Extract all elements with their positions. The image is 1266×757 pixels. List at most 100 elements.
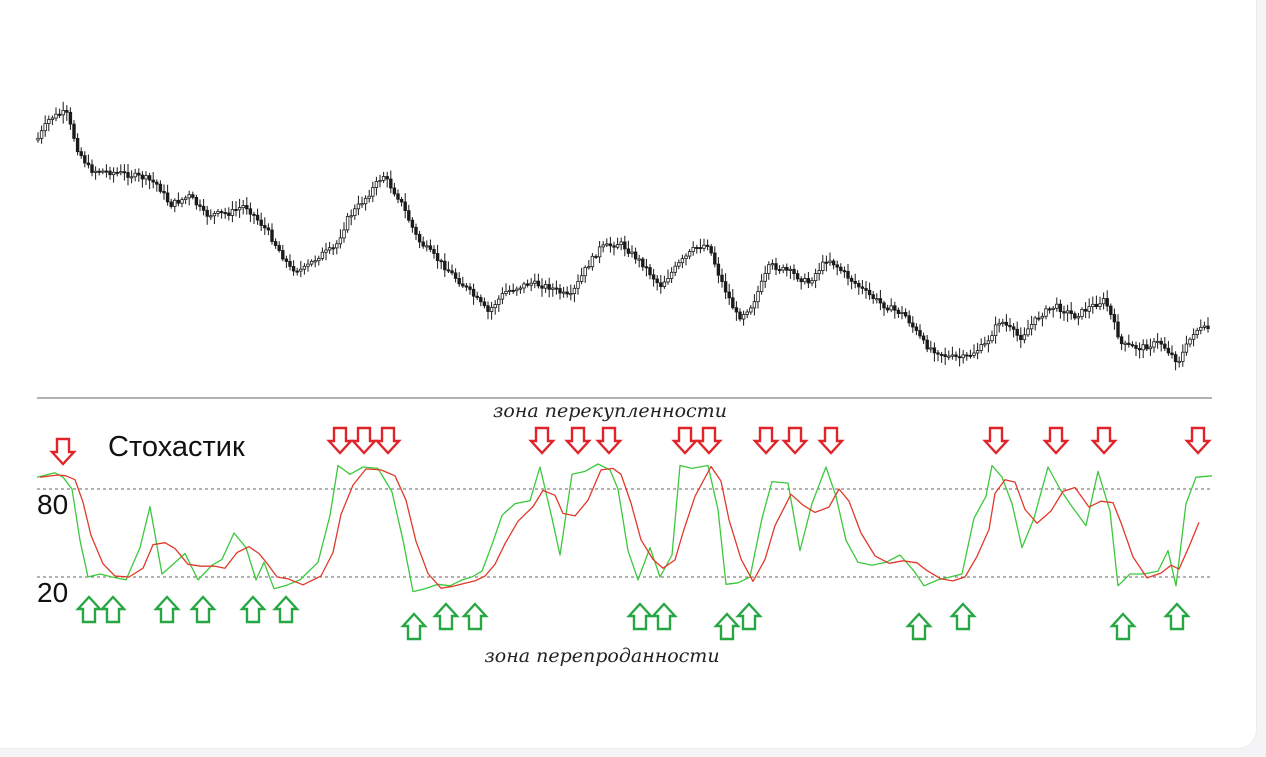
price-candle — [93, 166, 98, 180]
price-candle — [187, 190, 191, 206]
price-candle — [669, 267, 674, 283]
price-candle — [644, 258, 649, 277]
price-candle — [1022, 327, 1027, 344]
price-candle — [223, 207, 227, 219]
price-candle — [414, 223, 418, 241]
price-candle — [381, 171, 386, 184]
price-candle — [281, 244, 285, 262]
price-candle — [770, 259, 775, 270]
sell-arrow-icon — [1184, 426, 1212, 455]
price-candle — [345, 213, 350, 233]
price-candle — [1134, 341, 1138, 356]
price-candle — [97, 168, 101, 176]
price-candle — [1155, 333, 1160, 349]
price-candle — [615, 237, 620, 250]
price-candle — [313, 255, 317, 268]
price-candle — [846, 264, 850, 286]
price-candle — [237, 198, 242, 218]
price-candle — [536, 273, 541, 289]
price-candle — [756, 285, 760, 309]
price-candle — [867, 282, 872, 300]
price-candle — [331, 244, 335, 255]
price-candle — [745, 309, 749, 318]
sell-arrow-icon — [595, 426, 623, 455]
price-candle — [918, 324, 922, 339]
price-candle — [720, 268, 724, 288]
buy-arrow-icon — [272, 595, 300, 624]
price-candle — [828, 252, 832, 266]
price-candle — [410, 217, 415, 233]
price-candle — [1029, 315, 1034, 336]
price-candle — [227, 207, 231, 221]
price-candle — [1083, 302, 1088, 319]
price-candle — [349, 209, 353, 226]
price-candle — [101, 168, 105, 175]
price-candle — [83, 151, 87, 168]
price-candle — [547, 277, 551, 298]
price-candle — [1055, 297, 1059, 312]
price-candle — [947, 350, 951, 361]
price-candle — [489, 301, 494, 320]
price-candle — [1188, 337, 1192, 348]
price-candle — [687, 249, 692, 260]
price-candle — [1152, 338, 1156, 353]
price-candle — [1191, 328, 1196, 347]
price-candle — [407, 204, 411, 223]
sell-arrow-icon — [817, 426, 845, 455]
price-candle — [1051, 306, 1055, 318]
price-candle — [1091, 296, 1095, 314]
price-candle — [500, 287, 505, 305]
price-candle — [1058, 299, 1063, 319]
price-candle — [1116, 314, 1120, 340]
price-candle — [241, 200, 245, 215]
price-candle — [648, 264, 652, 280]
price-candles — [36, 101, 1210, 371]
price-candle — [75, 133, 80, 156]
signal-arrows — [49, 426, 1212, 641]
price-candle — [378, 174, 382, 188]
price-candle — [147, 173, 152, 190]
stochastic-d-line — [39, 465, 1200, 589]
price-candle — [957, 348, 962, 367]
price-candle — [183, 195, 188, 205]
price-candle — [104, 164, 109, 178]
price-candle — [749, 305, 753, 315]
price-candle — [140, 171, 145, 188]
price-candle — [385, 171, 389, 188]
price-candle — [594, 254, 598, 259]
price-candle — [522, 281, 526, 294]
price-candle — [173, 198, 177, 213]
buy-arrow-icon — [153, 595, 181, 624]
oscillator-title: Стохастик — [108, 431, 245, 463]
price-candle — [677, 259, 681, 270]
price-candle — [342, 222, 346, 243]
price-candle — [698, 238, 703, 254]
price-candle — [191, 191, 195, 200]
price-candle — [993, 316, 998, 344]
price-candle — [1181, 344, 1185, 367]
price-candle — [857, 280, 861, 295]
price-candle — [252, 211, 256, 224]
price-candle — [612, 241, 616, 256]
sell-arrow-icon — [752, 426, 780, 455]
level-80-label: 80 — [37, 489, 68, 520]
price-candle — [979, 338, 983, 354]
price-candle — [1177, 356, 1181, 368]
price-candle — [633, 247, 638, 264]
price-candle — [245, 197, 249, 215]
price-candle — [129, 170, 134, 184]
price-candle — [209, 209, 213, 221]
price-candle — [882, 300, 886, 316]
price-candle — [1073, 311, 1077, 321]
price-candle — [932, 342, 937, 362]
price-candle — [929, 340, 933, 353]
buy-arrow-icon — [432, 602, 460, 631]
price-candle — [785, 263, 789, 277]
buy-arrow-icon — [461, 602, 489, 631]
price-candle — [763, 265, 767, 288]
price-candle — [533, 273, 537, 289]
price-candle — [320, 247, 325, 261]
price-candle — [1019, 327, 1023, 348]
price-candle — [291, 260, 296, 276]
